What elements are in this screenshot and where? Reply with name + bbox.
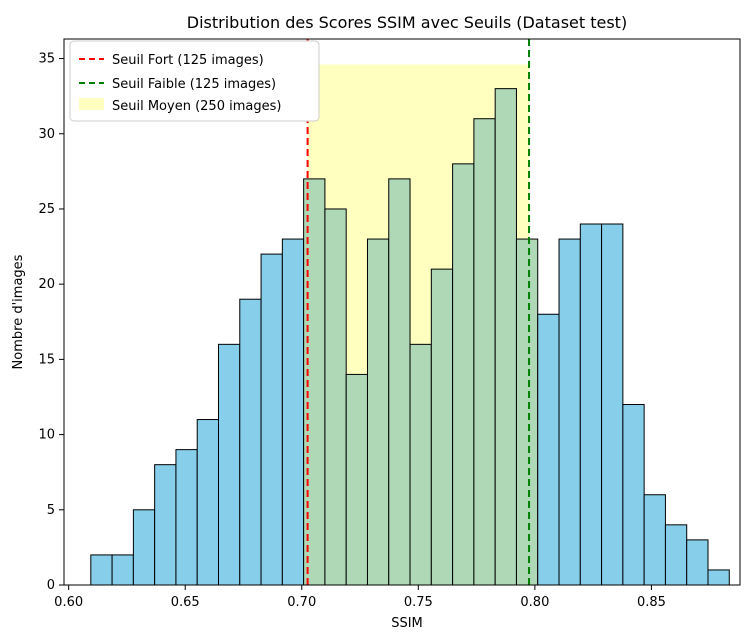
histogram-bar-3: [154, 464, 177, 586]
histogram-bar-29: [707, 569, 730, 586]
histogram-bar-16: [430, 268, 454, 586]
histogram-bar-5: [196, 419, 220, 586]
histogram-bar-18: [473, 118, 496, 586]
histogram-bar-0: [90, 554, 113, 586]
plot-area: 0.60 0.65 0.70 0.75 0.80 0.85 0 5 10 15 20 25 30 35: [38, 38, 741, 610]
y-tick-label-4: 20: [38, 277, 55, 292]
histogram-bar-23: [579, 223, 603, 586]
y-tick-label-1: 5: [47, 503, 55, 518]
histogram-bar-2: [132, 509, 156, 586]
legend-middle-band-swatch: [79, 98, 104, 110]
histogram-bar-1: [111, 554, 134, 586]
y-tick-label-5: 25: [38, 202, 55, 217]
histogram-bar-20: [515, 238, 539, 586]
histogram-bar-11: [324, 208, 347, 586]
y-tick-label-3: 15: [38, 352, 55, 367]
x-axis-label: SSIM: [391, 616, 423, 631]
histogram-bar-24: [601, 223, 624, 586]
x-tick-label-2: 0.70: [287, 595, 316, 610]
histogram-bar-28: [686, 539, 709, 586]
x-tick-label-4: 0.80: [520, 595, 549, 610]
histogram-bar-8: [260, 253, 283, 586]
legend: Seuil Fort (125 images) Seuil Faible (12…: [69, 40, 320, 122]
histogram-bar-14: [388, 178, 411, 586]
y-axis-label: Nombre d'images: [11, 254, 26, 369]
histogram-bar-15: [409, 343, 432, 586]
legend-middle-label: Seuil Moyen (250 images): [112, 99, 281, 114]
y-tick-label-2: 10: [38, 428, 55, 443]
y-tick-label-0: 0: [47, 578, 55, 593]
plot-frame: [63, 38, 741, 586]
y-tick-label-7: 35: [38, 52, 55, 67]
histogram-bar-27: [664, 524, 688, 586]
histogram-bar-19: [494, 88, 517, 586]
legend-box: [69, 40, 320, 122]
x-tick-label-3: 0.75: [404, 595, 433, 610]
x-tick-label-5: 0.85: [637, 595, 666, 610]
histogram-bar-22: [558, 238, 581, 586]
histogram-bar-26: [643, 494, 666, 586]
histogram-bar-6: [218, 343, 241, 586]
histogram-bar-4: [175, 449, 198, 586]
x-tick-label-0: 0.60: [54, 595, 83, 610]
y-tick-label-6: 30: [38, 127, 55, 142]
legend-strong-label: Seuil Fort (125 images): [112, 53, 264, 68]
histogram-bar-12: [345, 373, 368, 586]
histogram-bar-7: [239, 298, 262, 586]
legend-weak-label: Seuil Faible (125 images): [112, 77, 276, 92]
histogram-bar-17: [452, 163, 475, 586]
histogram-bar-13: [366, 238, 390, 586]
chart-title: Distribution des Scores SSIM avec Seuils…: [187, 13, 627, 32]
x-tick-label-1: 0.65: [171, 595, 200, 610]
histogram-bar-9: [281, 238, 305, 586]
histogram-bar-25: [622, 404, 645, 586]
histogram-bar-21: [537, 313, 560, 586]
